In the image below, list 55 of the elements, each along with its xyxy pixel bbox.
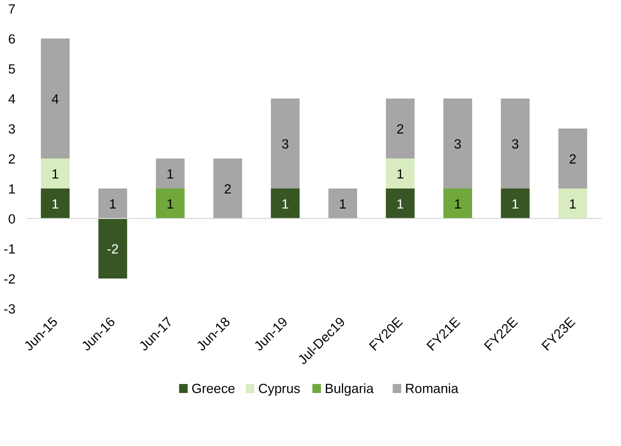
data-label: 1 [109, 196, 116, 212]
data-label: 1 [339, 196, 346, 212]
legend-label: Greece [191, 381, 236, 396]
y-tick-label: -3 [4, 302, 16, 316]
y-tick-label: -1 [4, 242, 16, 256]
data-label: 1 [52, 196, 59, 212]
bar [98, 218, 128, 278]
y-tick-label: 4 [8, 92, 16, 106]
bar [40, 188, 70, 218]
data-label: -2 [106, 242, 119, 256]
bar [386, 98, 415, 158]
bar [98, 188, 128, 218]
data-label: 1 [166, 166, 174, 182]
legend-label: Romania [405, 381, 459, 396]
y-tick-label: 3 [8, 122, 16, 136]
bar [558, 188, 588, 218]
y-tick-label: 5 [8, 62, 16, 76]
bar [270, 188, 300, 218]
y-tick-label: 1 [8, 182, 16, 196]
y-tick-label: 7 [8, 2, 16, 16]
bar [40, 158, 70, 188]
data-label: 1 [454, 196, 462, 212]
data-label: 1 [52, 166, 59, 182]
bar [443, 98, 472, 188]
bar [386, 158, 415, 188]
bar [443, 188, 472, 218]
data-label: 1 [282, 196, 289, 212]
bar [500, 188, 530, 218]
legend-label: Bulgaria [324, 381, 374, 396]
y-tick-label: 6 [8, 32, 16, 46]
bar [500, 98, 530, 188]
data-label: 3 [512, 136, 519, 152]
bar [156, 158, 185, 188]
data-label: 1 [569, 196, 576, 212]
data-label: 1 [512, 196, 519, 212]
bar [270, 98, 300, 188]
bar [328, 188, 358, 218]
data-label: 3 [454, 136, 462, 152]
y-tick-label: 0 [8, 212, 16, 226]
data-label: 2 [569, 152, 576, 166]
y-tick-label: -2 [4, 272, 16, 286]
data-label: 2 [396, 122, 404, 136]
bar [558, 128, 588, 188]
data-label: 1 [166, 196, 174, 212]
y-tick-label: 2 [8, 152, 16, 166]
data-label: 2 [224, 182, 232, 196]
bar [213, 158, 242, 218]
data-label: 4 [52, 92, 60, 106]
bar [40, 38, 70, 158]
bar [156, 188, 185, 218]
data-label: 1 [396, 166, 404, 182]
data-label: 3 [282, 136, 289, 152]
legend-label: Cyprus [258, 381, 301, 396]
data-label: 1 [396, 196, 404, 212]
bar [386, 188, 415, 218]
